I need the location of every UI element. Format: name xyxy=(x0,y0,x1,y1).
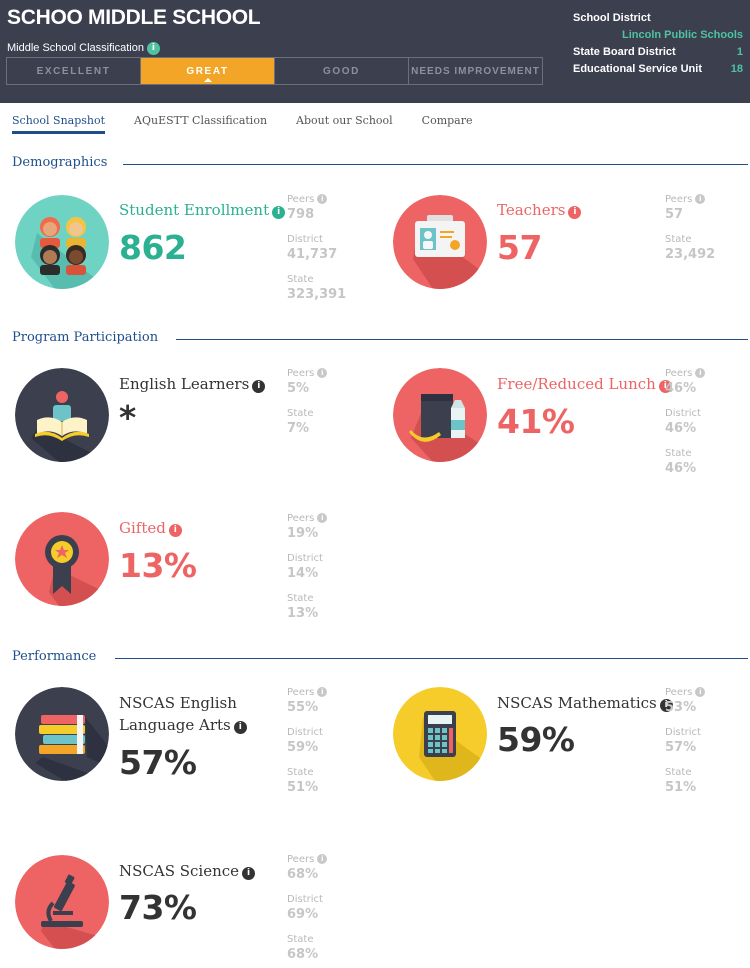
teachers-comparison: Peers i 57 State 23,492 xyxy=(665,193,750,273)
gifted-value: 13% xyxy=(119,546,197,585)
classification-needs-improvement: NEEDS IMPROVEMENT xyxy=(411,65,540,77)
english-learners-comparison: Peers i 5% State 7% xyxy=(287,367,377,447)
ela-comparison: Peers i 55% District 59% State 51% xyxy=(287,686,377,806)
id-badge-icon xyxy=(393,195,487,289)
peers-value: 5% xyxy=(287,381,310,396)
tab-aquestt-classification[interactable]: AQuESTT Classification xyxy=(134,114,268,127)
peers-value: 55% xyxy=(287,700,319,715)
section-demographics-title: Demographics xyxy=(12,155,108,170)
calculator-icon xyxy=(393,687,487,781)
district-value: 59% xyxy=(287,740,319,755)
page-header: SCHOO MIDDLE SCHOOL Middle School Classi… xyxy=(0,0,750,103)
board-value: 1 xyxy=(736,45,743,58)
peers-value: 19% xyxy=(287,526,319,541)
esu-label: Educational Service Unit xyxy=(573,62,702,75)
info-icon[interactable]: i xyxy=(659,699,673,712)
info-icon[interactable]: i xyxy=(146,42,160,55)
section-divider xyxy=(115,658,748,659)
state-value: 46% xyxy=(665,461,697,476)
reading-book-icon xyxy=(15,368,109,462)
math-value: 59% xyxy=(497,720,575,759)
classification-good: GOOD xyxy=(275,58,409,84)
info-icon[interactable]: i xyxy=(252,380,266,393)
section-divider xyxy=(123,164,748,165)
peers-value: 57 xyxy=(665,207,684,222)
classification-great: GREAT xyxy=(141,58,275,84)
classification-bar: EXCELLENT GREAT GOOD NEEDS IMPROVEMENT xyxy=(6,57,543,85)
state-value: 323,391 xyxy=(287,287,347,302)
peers-value: 798 xyxy=(287,207,315,222)
info-icon[interactable]: i xyxy=(568,206,582,219)
section-performance-title: Performance xyxy=(12,649,97,664)
info-icon[interactable]: i xyxy=(317,854,328,864)
info-icon[interactable]: i xyxy=(168,524,182,537)
school-name: SCHOO MIDDLE SCHOOL xyxy=(7,6,261,29)
science-value: 73% xyxy=(119,888,197,927)
math-label: NSCAS Mathematics i xyxy=(497,692,673,714)
info-icon[interactable]: i xyxy=(695,368,706,378)
ela-value: 57% xyxy=(119,743,197,782)
classification-excellent: EXCELLENT xyxy=(7,58,141,84)
lunch-bag-icon xyxy=(393,368,487,462)
tab-school-snapshot[interactable]: School Snapshot xyxy=(12,114,106,134)
info-icon[interactable]: i xyxy=(317,194,328,204)
award-ribbon-icon xyxy=(15,512,109,606)
math-comparison: Peers i 53% District 57% State 51% xyxy=(665,686,750,806)
peers-value: 46% xyxy=(665,381,697,396)
state-value: 51% xyxy=(665,780,697,795)
gifted-label: Gifted i xyxy=(119,517,182,539)
section-divider xyxy=(176,339,748,340)
peers-value: 68% xyxy=(287,867,319,882)
english-learners-label: English Learners i xyxy=(119,373,266,395)
microscope-icon xyxy=(15,855,109,949)
state-value: 13% xyxy=(287,606,319,621)
district-value: 57% xyxy=(665,740,697,755)
info-icon[interactable]: i xyxy=(317,368,328,378)
free-lunch-label: Free/Reduced Lunch i xyxy=(497,373,672,395)
state-value: 7% xyxy=(287,421,310,436)
enrollment-value: 862 xyxy=(119,228,187,267)
district-info: School District Lincoln Public Schools S… xyxy=(573,9,743,77)
enrollment-label: Student Enrollment i xyxy=(119,199,286,221)
book-stack-icon xyxy=(15,687,109,781)
classification-label: Middle School Classification i xyxy=(7,42,160,55)
info-icon[interactable]: i xyxy=(272,206,286,219)
district-link[interactable]: Lincoln Public Schools xyxy=(621,28,743,41)
state-value: 23,492 xyxy=(665,247,716,262)
district-value: 46% xyxy=(665,421,697,436)
tab-compare[interactable]: Compare xyxy=(421,114,473,127)
ela-label: NSCAS English Language Arts i xyxy=(119,692,247,736)
info-icon[interactable]: i xyxy=(233,721,247,734)
district-label: School District xyxy=(573,11,651,24)
free-lunch-value: 41% xyxy=(497,402,575,441)
esu-value: 18 xyxy=(730,62,743,75)
science-label: NSCAS Science i xyxy=(119,860,256,882)
info-icon[interactable]: i xyxy=(658,380,672,393)
info-icon[interactable]: i xyxy=(317,687,328,697)
teachers-value: 57 xyxy=(497,228,542,267)
info-icon[interactable]: i xyxy=(695,194,706,204)
district-value: 41,737 xyxy=(287,247,338,262)
district-value: 69% xyxy=(287,907,319,922)
board-label: State Board District xyxy=(573,45,676,58)
state-value: 51% xyxy=(287,780,319,795)
english-learners-value: * xyxy=(119,398,136,437)
teachers-label: Teachers i xyxy=(497,199,582,221)
info-icon[interactable]: i xyxy=(242,867,256,880)
nav-tabs: School Snapshot AQuESTT Classification A… xyxy=(12,114,502,134)
state-value: 68% xyxy=(287,947,319,962)
info-icon[interactable]: i xyxy=(695,687,706,697)
district-value: 14% xyxy=(287,566,319,581)
gifted-comparison: Peers i 19% District 14% State 13% xyxy=(287,512,377,632)
info-icon[interactable]: i xyxy=(317,513,328,523)
free-lunch-comparison: Peers i 46% District 46% State 46% xyxy=(665,367,750,487)
students-icon xyxy=(15,195,109,289)
section-program-title: Program Participation xyxy=(12,330,159,345)
tab-about-our-school[interactable]: About our School xyxy=(296,114,393,127)
enrollment-comparison: Peers i 798 District 41,737 State 323,391 xyxy=(287,193,377,313)
science-comparison: Peers i 68% District 69% State 68% xyxy=(287,853,377,968)
peers-value: 53% xyxy=(665,700,697,715)
